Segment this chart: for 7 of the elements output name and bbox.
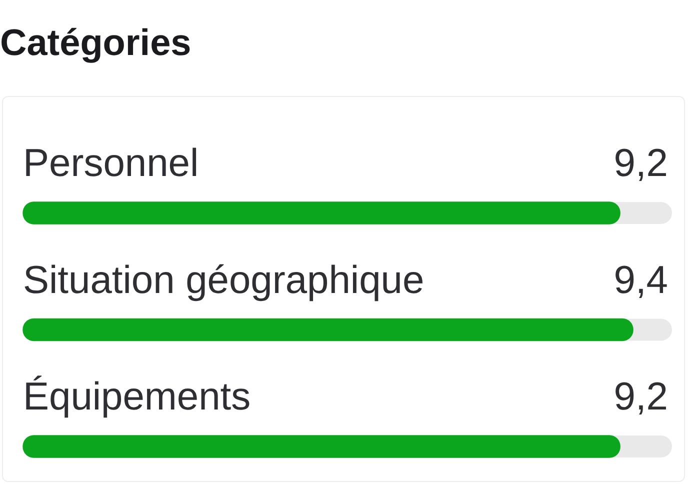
data-label: 9,2 (614, 376, 668, 418)
y-tick-label: Personnel (23, 142, 199, 185)
data-label: 9,4 (614, 258, 668, 302)
y-tick-label: Situation géographique (23, 258, 424, 302)
y-tick-label: Équipements (23, 376, 251, 418)
chart-title: Catégories (0, 22, 192, 63)
data-label: 9,2 (614, 142, 668, 185)
